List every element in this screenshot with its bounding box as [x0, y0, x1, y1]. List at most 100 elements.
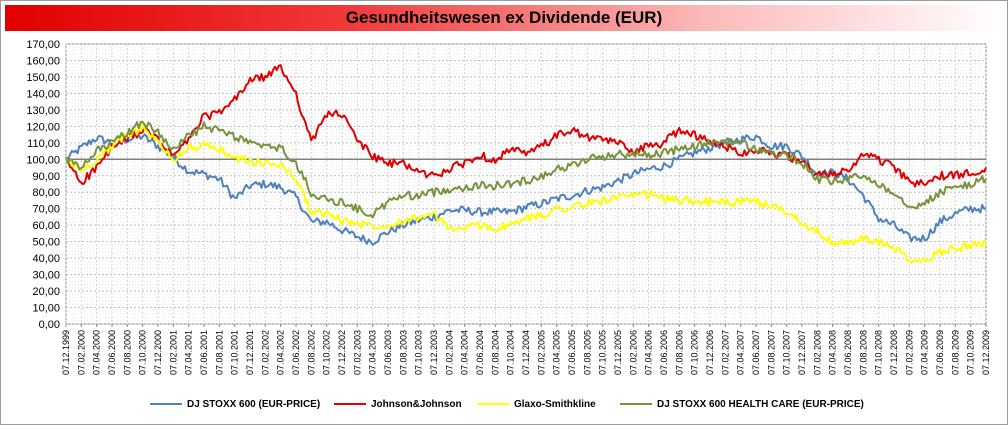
x-tick-label: 07.04.2002: [276, 330, 286, 375]
x-tick-label: 07.02.2008: [812, 330, 822, 375]
y-tick-label: 120,00: [26, 121, 60, 133]
legend-swatch-stoxx600: [150, 403, 182, 405]
x-tick-label: 07.12.2009: [981, 330, 991, 375]
y-tick-label: 130,00: [26, 105, 60, 117]
y-tick-label: 70,00: [32, 204, 60, 216]
x-tick-label: 07.04.2000: [92, 330, 102, 375]
x-tick-label: 07.08.2005: [582, 330, 592, 375]
legend-swatch-healthcare: [620, 403, 652, 405]
x-tick-label: 07.04.2005: [552, 330, 562, 375]
y-tick-label: 110,00: [27, 138, 60, 150]
series-layer: [65, 64, 987, 264]
x-tick-label: 07.06.2009: [935, 330, 945, 375]
y-tick-label: 60,00: [32, 220, 60, 232]
legend-item-stoxx600: DJ STOXX 600 (EUR-PRICE): [150, 392, 320, 416]
legend-item-gsk: Glaxo-Smithkline: [477, 392, 596, 416]
x-tick-label: 07.10.2002: [322, 330, 332, 375]
x-tick-label: 07.04.2003: [368, 330, 378, 375]
x-tick-label: 07.04.2008: [828, 330, 838, 375]
y-tick-label: 0,00: [39, 319, 60, 331]
x-tick-label: 07.06.2007: [751, 330, 761, 375]
series-line-1: [65, 64, 987, 188]
x-tick-label: 07.02.2003: [352, 330, 362, 375]
legend-item-healthcare: DJ STOXX 600 HEALTH CARE (EUR-PRICE): [620, 392, 864, 416]
x-tick-label: 07.08.2003: [398, 330, 408, 375]
legend-swatch-jnj: [334, 403, 366, 405]
y-axis-ticks: 0,00 10,00 20,00 30,00 40,00 50,00 60,00 70,00 8…: [26, 39, 60, 331]
x-tick-label: 07.06.2008: [843, 330, 853, 375]
legend-swatch-gsk: [477, 403, 509, 405]
x-tick-label: 07.12.2001: [245, 330, 255, 375]
x-tick-label: 07.06.2002: [291, 330, 301, 375]
x-tick-label: 07.12.2007: [797, 330, 807, 375]
x-tick-label: 07.02.2001: [168, 330, 178, 375]
y-tick-label: 150,00: [26, 72, 60, 84]
x-tick-label: 07.02.2006: [628, 330, 638, 375]
x-tick-label: 07.10.2003: [414, 330, 424, 375]
x-tick-label: 07.10.2008: [874, 330, 884, 375]
x-tick-label: 07.02.2005: [536, 330, 546, 375]
y-tick-label: 30,00: [32, 270, 60, 282]
x-tick-label: 07.12.2000: [153, 330, 163, 375]
x-tick-label: 07.12.2006: [705, 330, 715, 375]
x-tick-label: 07.06.2003: [383, 330, 393, 375]
x-tick-label: 07.08.2006: [674, 330, 684, 375]
x-tick-label: 07.02.2009: [904, 330, 914, 375]
x-tick-label: 07.08.2008: [858, 330, 868, 375]
y-tick-label: 20,00: [32, 286, 60, 298]
x-tick-label: 07.10.2000: [138, 330, 148, 375]
x-tick-label: 07.06.2006: [659, 330, 669, 375]
x-tick-label: 07.12.2002: [337, 330, 347, 375]
legend-label-jnj: Johnson&Johnson: [371, 398, 462, 410]
x-tick-label: 07.12.2008: [889, 330, 899, 375]
legend-label-gsk: Glaxo-Smithkline: [514, 398, 596, 410]
x-tick-label: 07.08.2004: [490, 330, 500, 375]
x-tick-label: 07.08.2000: [122, 330, 132, 375]
y-tick-label: 80,00: [32, 187, 60, 199]
series-line-2: [65, 123, 987, 264]
y-tick-label: 100,00: [26, 154, 60, 166]
y-tick-label: 90,00: [32, 171, 60, 183]
chart-title: Gesundheitswesen ex Dividende (EUR): [345, 8, 663, 27]
x-tick-label: 07.12.2004: [521, 330, 531, 375]
y-tick-label: 10,00: [32, 303, 60, 315]
x-tick-label: 07.02.2004: [444, 330, 454, 375]
x-tick-label: 07.10.2005: [598, 330, 608, 375]
x-tick-label: 07.06.2005: [567, 330, 577, 375]
x-tick-label: 07.08.2009: [950, 330, 960, 375]
series-line-3: [65, 120, 987, 219]
x-tick-label: 07.08.2007: [766, 330, 776, 375]
x-tick-label: 07.06.2001: [199, 330, 209, 375]
x-tick-label: 07.02.2002: [260, 330, 270, 375]
x-tick-label: 07.04.2001: [184, 330, 194, 375]
x-tick-label: 07.04.2004: [460, 330, 470, 375]
legend-item-jnj: Johnson&Johnson: [334, 392, 462, 416]
x-tick-label: 07.10.2009: [966, 330, 976, 375]
y-tick-label: 50,00: [32, 237, 60, 249]
y-tick-label: 160,00: [26, 55, 60, 67]
x-tick-label: 07.12.2003: [429, 330, 439, 375]
x-tick-label: 07.08.2001: [214, 330, 224, 375]
x-tick-label: 07.04.2006: [644, 330, 654, 375]
x-tick-label: 07.10.2001: [230, 330, 240, 375]
x-tick-label: 07.04.2007: [736, 330, 746, 375]
line-chart: 0,00 10,00 20,00 30,00 40,00 50,00 60,00 70,00 8…: [26, 39, 991, 375]
legend-label-stoxx600: DJ STOXX 600 (EUR-PRICE): [187, 398, 321, 410]
x-tick-label: 07.10.2007: [782, 330, 792, 375]
x-tick-label: 07.06.2004: [475, 330, 485, 375]
x-tick-label: 07.08.2002: [306, 330, 316, 375]
y-tick-label: 170,00: [26, 39, 60, 51]
x-tick-label: 07.10.2004: [506, 330, 516, 375]
x-tick-label: 07.12.2005: [613, 330, 623, 375]
x-tick-label: 07.12.1999: [61, 330, 71, 375]
x-tick-label: 07.02.2000: [76, 330, 86, 375]
y-tick-label: 140,00: [26, 88, 60, 100]
title-bar: Gesundheitswesen ex Dividende (EUR): [5, 5, 1003, 31]
x-axis-ticks: 07.12.1999 07.02.2000 07.04.2000 07.06.2000…: [61, 324, 991, 375]
series-line-0: [65, 133, 987, 246]
legend: DJ STOXX 600 (EUR-PRICE) Johnson&Johnson…: [0, 392, 1008, 416]
x-tick-label: 07.10.2006: [690, 330, 700, 375]
x-tick-label: 07.04.2009: [920, 330, 930, 375]
x-tick-label: 07.06.2000: [107, 330, 117, 375]
x-tick-label: 07.02.2007: [720, 330, 730, 375]
